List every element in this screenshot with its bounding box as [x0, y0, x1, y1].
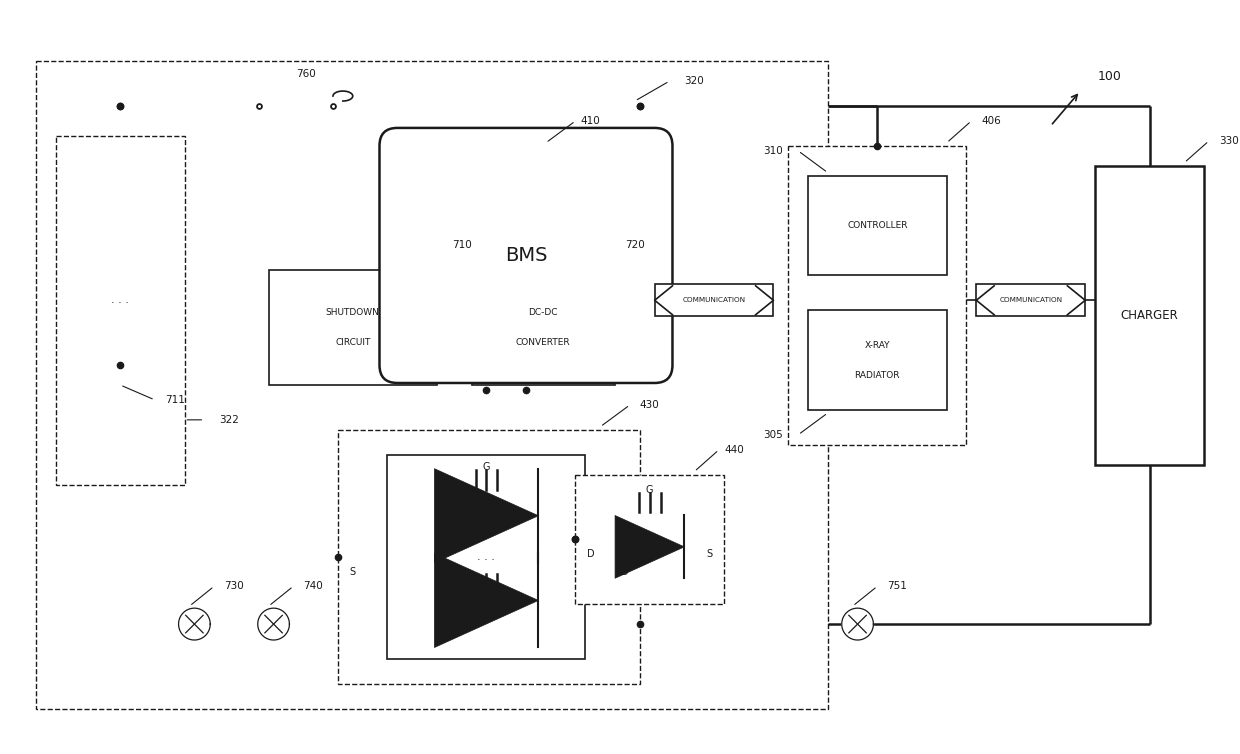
Text: RADIATOR: RADIATOR — [854, 370, 900, 379]
Text: 305: 305 — [764, 430, 784, 440]
Text: 320: 320 — [684, 76, 704, 86]
Text: 430: 430 — [640, 400, 660, 410]
Text: 322: 322 — [219, 415, 239, 425]
Text: . . .: . . . — [477, 552, 495, 562]
Text: 440: 440 — [724, 445, 744, 455]
Text: COMMUNICATION: COMMUNICATION — [682, 297, 745, 303]
FancyBboxPatch shape — [1095, 166, 1204, 464]
Text: 330: 330 — [1219, 136, 1239, 146]
FancyBboxPatch shape — [471, 271, 615, 385]
Text: 720: 720 — [625, 241, 645, 250]
Text: X-RAY: X-RAY — [864, 341, 890, 350]
Text: . . .: . . . — [112, 296, 129, 305]
FancyBboxPatch shape — [808, 310, 946, 410]
FancyBboxPatch shape — [379, 128, 672, 383]
Text: CHARGER: CHARGER — [1121, 308, 1178, 322]
Text: BMS: BMS — [505, 246, 547, 265]
FancyBboxPatch shape — [976, 284, 1085, 316]
Text: 710: 710 — [451, 241, 471, 250]
Text: D: D — [621, 567, 629, 577]
Text: SHUTDOWN: SHUTDOWN — [326, 308, 379, 317]
FancyBboxPatch shape — [808, 176, 946, 275]
Text: CONVERTER: CONVERTER — [516, 338, 570, 347]
FancyBboxPatch shape — [789, 146, 966, 445]
Polygon shape — [842, 608, 873, 640]
Polygon shape — [434, 469, 538, 562]
Text: CONTROLLER: CONTROLLER — [847, 221, 908, 230]
Text: 730: 730 — [224, 581, 244, 591]
FancyBboxPatch shape — [655, 284, 774, 316]
FancyBboxPatch shape — [36, 61, 828, 709]
Text: 100: 100 — [1099, 69, 1122, 83]
Polygon shape — [615, 516, 684, 578]
FancyBboxPatch shape — [56, 136, 185, 485]
Text: DC-DC: DC-DC — [528, 308, 558, 317]
Text: D: D — [587, 550, 594, 559]
Text: G: G — [646, 485, 653, 495]
Polygon shape — [434, 553, 538, 648]
Text: CIRCUIT: CIRCUIT — [335, 338, 371, 347]
FancyBboxPatch shape — [339, 430, 640, 684]
Text: 760: 760 — [296, 69, 316, 79]
Text: 410: 410 — [580, 116, 600, 126]
Polygon shape — [258, 608, 289, 640]
Text: 711: 711 — [165, 395, 185, 405]
Text: S: S — [706, 550, 712, 559]
Text: 310: 310 — [764, 146, 784, 156]
Text: 406: 406 — [981, 116, 1001, 126]
FancyBboxPatch shape — [269, 271, 436, 385]
FancyBboxPatch shape — [387, 455, 585, 659]
Polygon shape — [179, 608, 211, 640]
Text: 740: 740 — [304, 581, 324, 591]
Text: S: S — [350, 567, 356, 577]
Text: G: G — [482, 461, 490, 472]
Text: 751: 751 — [887, 581, 908, 591]
Text: COMMUNICATION: COMMUNICATION — [999, 297, 1063, 303]
FancyBboxPatch shape — [575, 474, 724, 604]
